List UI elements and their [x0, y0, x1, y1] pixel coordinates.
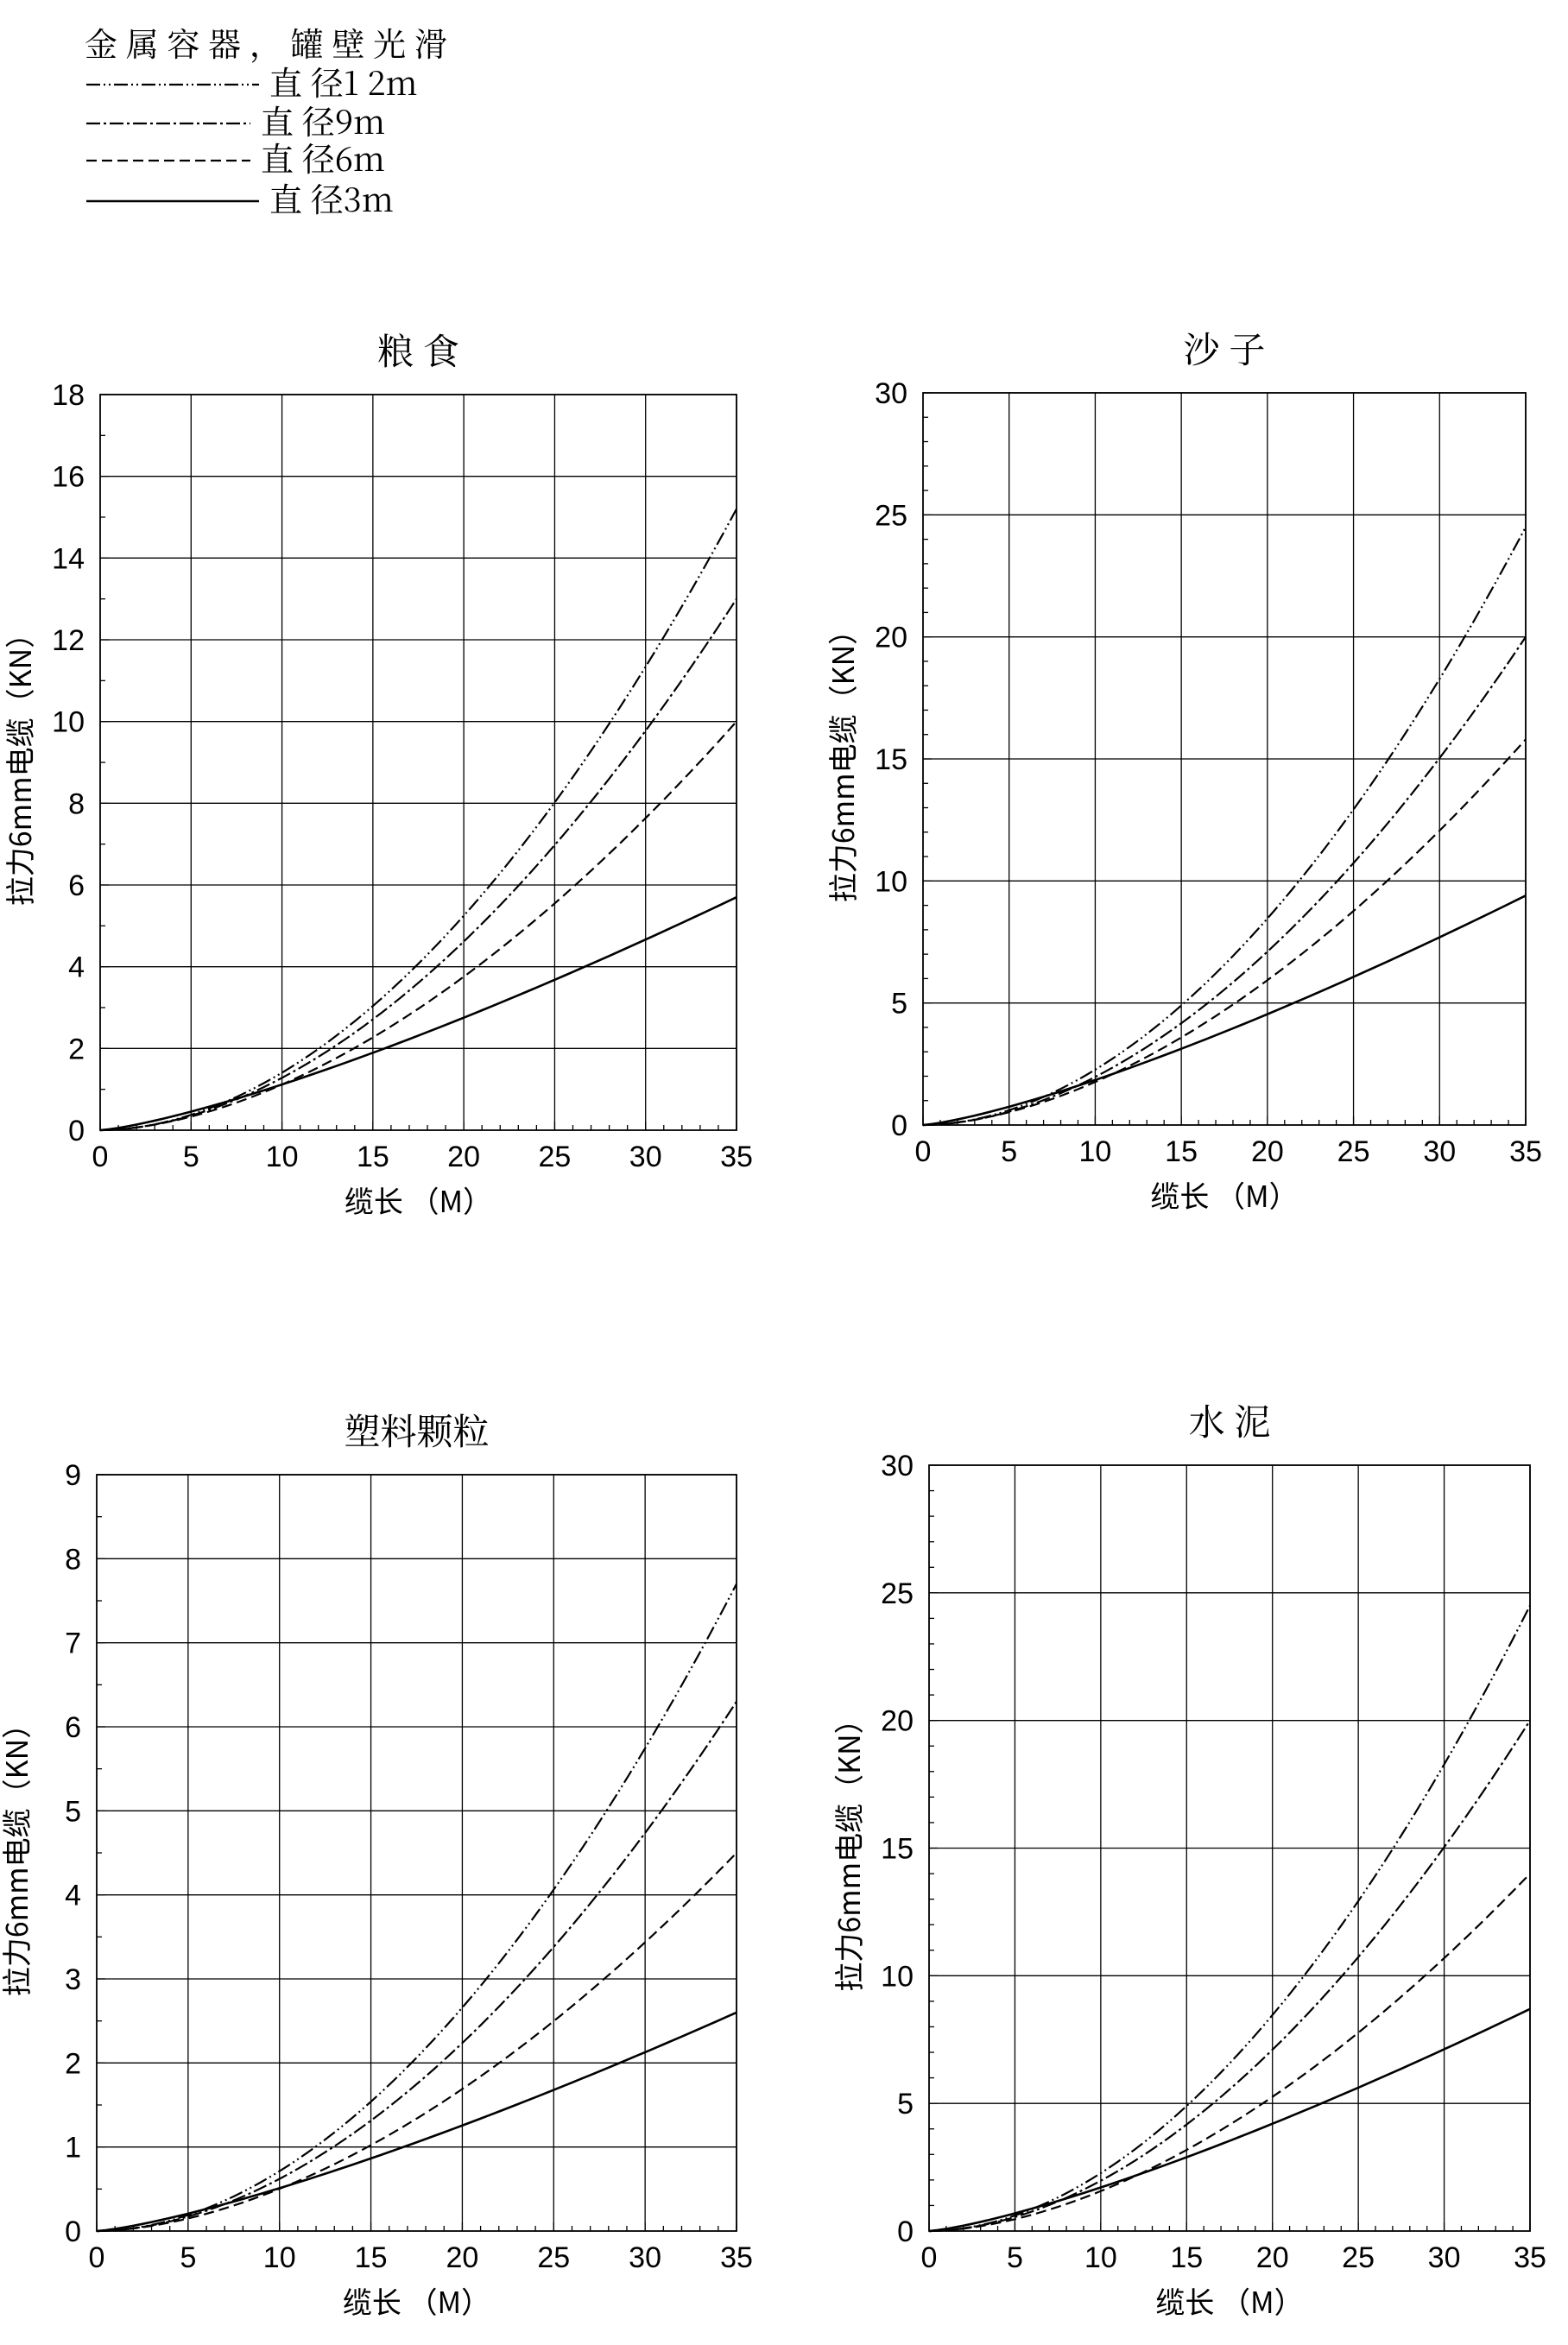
svg-text:20: 20: [1251, 1135, 1284, 1168]
svg-text:缆长 （M）: 缆长 （M）: [1155, 2279, 1303, 2322]
svg-text:10: 10: [52, 706, 85, 739]
svg-text:7: 7: [65, 1628, 81, 1660]
svg-text:15: 15: [875, 743, 907, 776]
svg-text:0: 0: [891, 1109, 907, 1142]
svg-text:塑料颗粒: 塑料颗粒: [344, 1404, 489, 1456]
svg-text:缆长 （M）: 缆长 （M）: [1150, 1173, 1298, 1216]
svg-text:25: 25: [1337, 1135, 1370, 1168]
svg-text:25: 25: [537, 2241, 570, 2274]
svg-text:拉力6mm电缆（KN）: 拉力6mm电缆（KN）: [820, 616, 863, 902]
svg-text:粮 食: 粮 食: [377, 324, 459, 376]
svg-text:25: 25: [1342, 2241, 1375, 2274]
svg-text:0: 0: [89, 2241, 105, 2274]
svg-text:15: 15: [881, 1833, 914, 1866]
svg-text:8: 8: [65, 1543, 81, 1576]
svg-text:8: 8: [68, 787, 85, 820]
svg-text:9: 9: [65, 1459, 81, 1492]
svg-text:缆长 （M）: 缆长 （M）: [343, 2279, 490, 2322]
svg-text:10: 10: [266, 1141, 299, 1173]
svg-text:15: 15: [1170, 2241, 1203, 2274]
svg-text:10: 10: [875, 865, 907, 898]
svg-text:6: 6: [65, 1711, 81, 1744]
svg-text:0: 0: [65, 2215, 81, 2248]
svg-text:5: 5: [1007, 2241, 1023, 2274]
svg-text:0: 0: [68, 1115, 85, 1147]
svg-text:20: 20: [881, 1705, 914, 1738]
svg-text:25: 25: [538, 1141, 571, 1173]
svg-text:0: 0: [921, 2241, 938, 2274]
svg-text:5: 5: [897, 2088, 914, 2121]
svg-text:1: 1: [65, 2132, 81, 2165]
svg-text:拉力6mm电缆（KN）: 拉力6mm电缆（KN）: [0, 619, 40, 906]
svg-text:20: 20: [1256, 2241, 1289, 2274]
svg-text:25: 25: [875, 499, 907, 532]
svg-text:4: 4: [68, 951, 85, 984]
svg-text:0: 0: [915, 1135, 932, 1168]
svg-text:10: 10: [881, 1960, 914, 1993]
svg-text:沙 子: 沙 子: [1184, 322, 1266, 374]
svg-text:5: 5: [180, 2241, 196, 2274]
svg-text:0: 0: [897, 2215, 914, 2248]
svg-text:15: 15: [357, 1141, 389, 1173]
svg-text:30: 30: [875, 377, 907, 410]
svg-text:16: 16: [52, 461, 85, 494]
svg-text:20: 20: [447, 1141, 480, 1173]
svg-text:拉力6mm电缆（KN）: 拉力6mm电缆（KN）: [0, 1710, 36, 1996]
svg-text:3: 3: [65, 1963, 81, 1996]
svg-text:5: 5: [183, 1141, 199, 1173]
svg-text:12: 12: [52, 624, 85, 657]
svg-text:拉力6mm电缆（KN）: 拉力6mm电缆（KN）: [826, 1704, 869, 1991]
svg-text:5: 5: [1001, 1135, 1017, 1168]
svg-text:10: 10: [1078, 1135, 1111, 1168]
svg-text:15: 15: [355, 2241, 388, 2274]
svg-text:20: 20: [875, 622, 907, 654]
svg-text:20: 20: [446, 2241, 478, 2274]
svg-text:30: 30: [629, 2241, 661, 2274]
svg-text:30: 30: [629, 1141, 662, 1173]
svg-text:14: 14: [52, 542, 85, 575]
svg-text:10: 10: [263, 2241, 296, 2274]
svg-text:2: 2: [65, 2047, 81, 2080]
svg-text:15: 15: [1165, 1135, 1198, 1168]
svg-text:5: 5: [65, 1795, 81, 1828]
svg-text:10: 10: [1084, 2241, 1117, 2274]
svg-text:4: 4: [65, 1880, 81, 1912]
svg-text:5: 5: [891, 988, 907, 1021]
svg-text:缆长 （M）: 缆长 （M）: [345, 1179, 492, 1221]
svg-text:35: 35: [720, 2241, 753, 2274]
svg-text:35: 35: [720, 1141, 753, 1173]
svg-text:水 泥: 水 泥: [1189, 1394, 1271, 1446]
svg-text:25: 25: [881, 1577, 914, 1610]
svg-text:35: 35: [1514, 2241, 1546, 2274]
svg-text:0: 0: [92, 1141, 109, 1173]
svg-text:2: 2: [68, 1033, 85, 1065]
svg-text:直 径3m: 直 径3m: [269, 174, 394, 221]
svg-text:30: 30: [1423, 1135, 1456, 1168]
svg-text:30: 30: [881, 1450, 914, 1482]
svg-text:30: 30: [1428, 2241, 1461, 2274]
svg-text:6: 6: [68, 869, 85, 902]
svg-text:35: 35: [1509, 1135, 1542, 1168]
svg-text:18: 18: [52, 379, 85, 412]
